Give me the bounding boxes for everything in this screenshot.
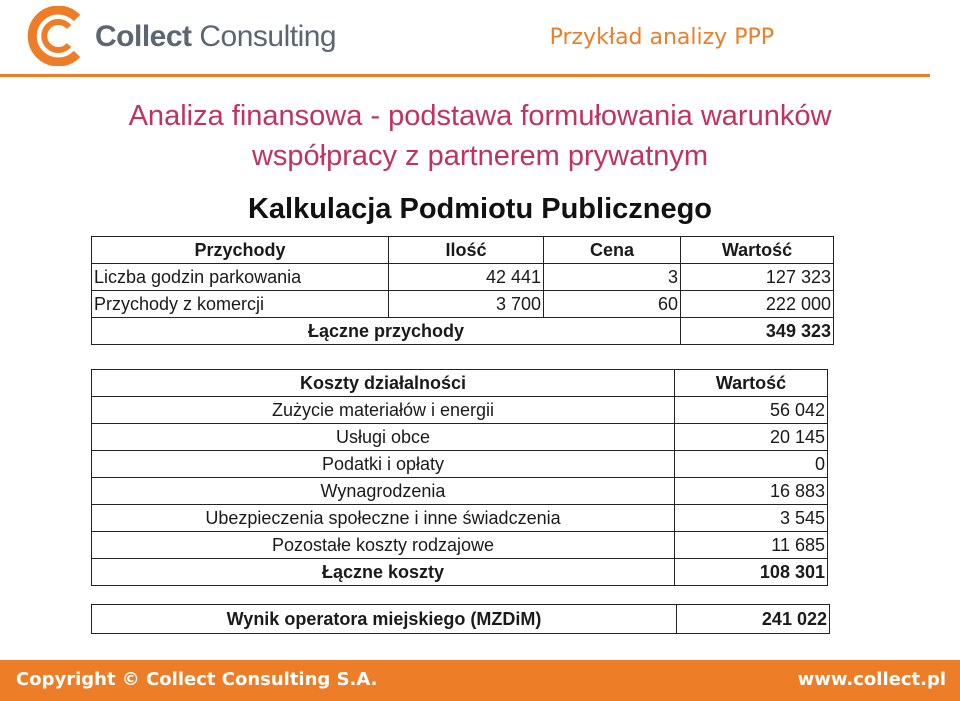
total-row: Łączne koszty 108 301 — [91, 558, 828, 586]
logo-c-icon — [27, 6, 81, 66]
result-row: Wynik operatora miejskiego (MZDiM) 241 0… — [91, 604, 830, 634]
costs-table: Koszty działalności Wartość Zużycie mate… — [91, 369, 828, 586]
result-table: Wynik operatora miejskiego (MZDiM) 241 0… — [91, 604, 830, 634]
row-value: 56 042 — [674, 396, 828, 424]
total-value: 108 301 — [674, 558, 828, 586]
total-label: Łączne przychody — [91, 317, 681, 345]
row-value: 222 000 — [680, 290, 834, 318]
logo-text: Collect Consulting — [95, 20, 337, 53]
table-header-row: Koszty działalności Wartość — [91, 369, 828, 397]
row-price: 3 — [543, 263, 681, 291]
main-title-line-2: współpracy z partnerem prywatnym — [251, 140, 709, 172]
row-value: 16 883 — [674, 477, 828, 505]
main-title-line-1: Analiza finansowa - podstawa formułowani… — [128, 100, 832, 132]
row-value: 11 685 — [674, 531, 828, 559]
result-label: Wynik operatora miejskiego (MZDiM) — [91, 604, 677, 634]
table-row: Zużycie materiałów i energii 56 042 — [91, 396, 828, 424]
row-label: Ubezpieczenia społeczne i inne świadczen… — [91, 504, 675, 532]
header-cell: Wartość — [674, 369, 828, 397]
total-row: Łączne przychody 349 323 — [91, 317, 834, 345]
header-cell: Ilość — [388, 236, 544, 264]
revenue-table: Przychody Ilość Cena Wartość Liczba godz… — [91, 236, 834, 345]
header-divider — [0, 74, 930, 77]
table-row: Usługi obce 20 145 — [91, 423, 828, 451]
section-title: Kalkulacja Podmiotu Publicznego — [247, 193, 713, 225]
header-cell: Wartość — [680, 236, 834, 264]
table-row: Liczba godzin parkowania 42 441 3 127 32… — [91, 263, 834, 291]
header-cell: Koszty działalności — [91, 369, 675, 397]
table-row: Podatki i opłaty 0 — [91, 450, 828, 478]
row-label: Podatki i opłaty — [91, 450, 675, 478]
footer-copyright: Copyright © Collect Consulting S.A. — [16, 669, 378, 690]
row-label: Pozostałe koszty rodzajowe — [91, 531, 675, 559]
header-cell: Cena — [543, 236, 681, 264]
row-value: 3 545 — [674, 504, 828, 532]
row-label: Liczba godzin parkowania — [91, 263, 389, 291]
row-label: Przychody z komercji — [91, 290, 389, 318]
result-value: 241 022 — [676, 604, 830, 634]
total-label: Łączne koszty — [91, 558, 675, 586]
row-value: 127 323 — [680, 263, 834, 291]
row-value: 0 — [674, 450, 828, 478]
table-row: Ubezpieczenia społeczne i inne świadczen… — [91, 504, 828, 532]
main-title: Analiza finansowa - podstawa formułowani… — [0, 96, 960, 176]
table-header-row: Przychody Ilość Cena Wartość — [91, 236, 834, 264]
company-logo: Collect Consulting — [25, 6, 337, 66]
table-row: Przychody z komercji 3 700 60 222 000 — [91, 290, 834, 318]
row-label: Usługi obce — [91, 423, 675, 451]
row-label: Wynagrodzenia — [91, 477, 675, 505]
row-price: 60 — [543, 290, 681, 318]
footer-bar: Copyright © Collect Consulting S.A. www.… — [0, 660, 960, 701]
row-value: 20 145 — [674, 423, 828, 451]
footer-url: www.collect.pl — [797, 669, 946, 690]
header-cell: Przychody — [91, 236, 389, 264]
row-quantity: 3 700 — [388, 290, 544, 318]
row-quantity: 42 441 — [388, 263, 544, 291]
row-label: Zużycie materiałów i energii — [91, 396, 675, 424]
table-row: Pozostałe koszty rodzajowe 11 685 — [91, 531, 828, 559]
total-value: 349 323 — [680, 317, 834, 345]
table-row: Wynagrodzenia 16 883 — [91, 477, 828, 505]
slide-header-title: Przykład analizy PPP — [549, 25, 774, 50]
